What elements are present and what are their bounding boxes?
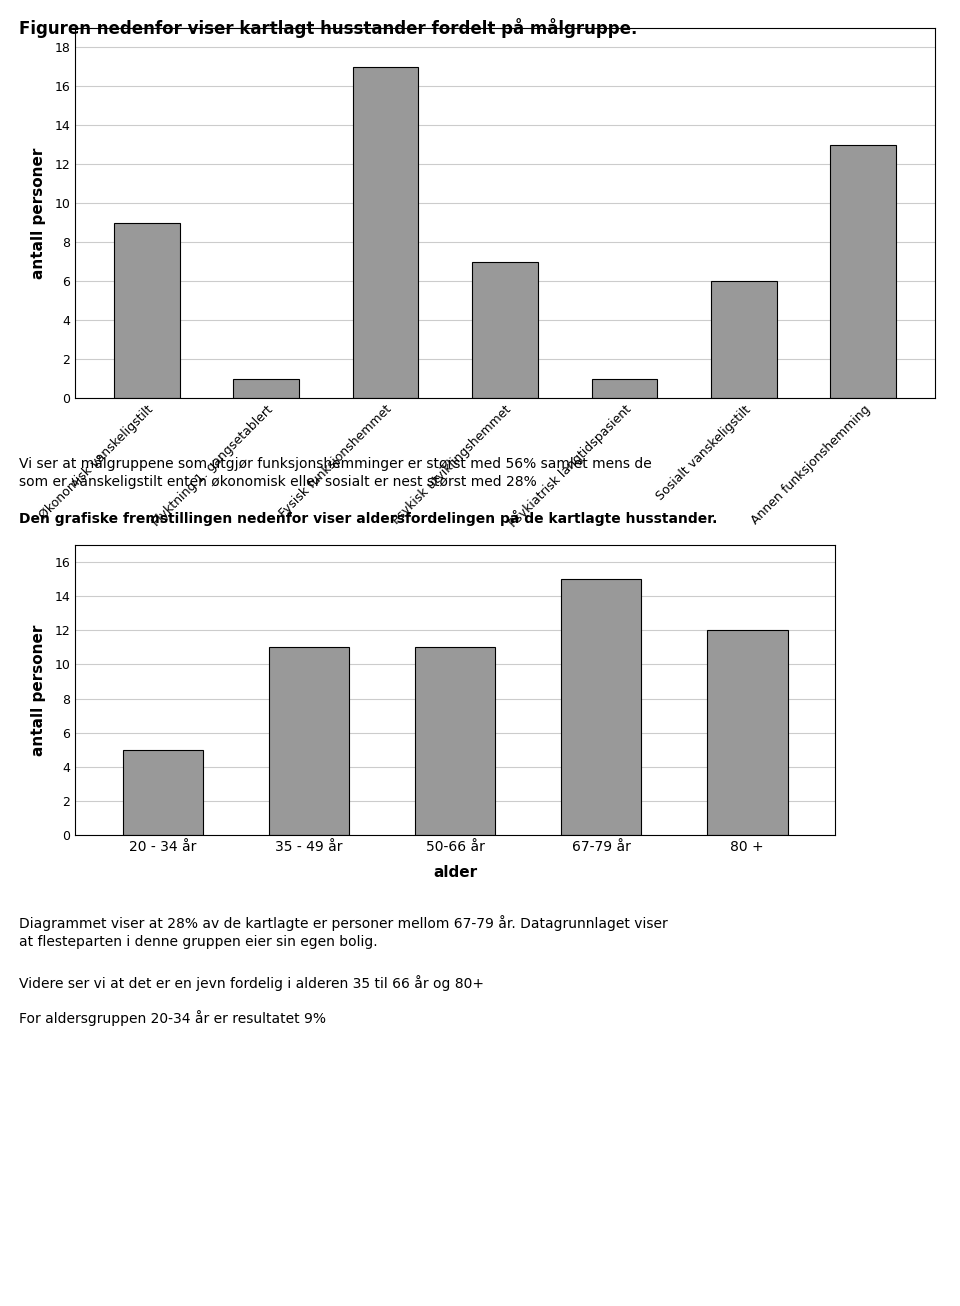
- Text: Figuren nedenfor viser kartlagt husstander fordelt på målgruppe.: Figuren nedenfor viser kartlagt husstand…: [19, 18, 637, 38]
- Bar: [591, 379, 658, 398]
- Text: Diagrammet viser at 28% av de kartlagte er personer mellom 67-79 år. Datagrunnla: Diagrammet viser at 28% av de kartlagte …: [19, 916, 668, 931]
- Y-axis label: antall personer: antall personer: [31, 624, 46, 756]
- Text: For aldersgruppen 20-34 år er resultatet 9%: For aldersgruppen 20-34 år er resultatet…: [19, 1010, 326, 1027]
- Bar: [472, 261, 538, 398]
- Bar: [415, 648, 495, 835]
- Bar: [352, 67, 419, 398]
- Text: Den grafiske fremstillingen nedenfor viser aldersfordelingen på de kartlagte hus: Den grafiske fremstillingen nedenfor vis…: [19, 511, 717, 526]
- Bar: [561, 579, 641, 835]
- Bar: [708, 631, 787, 835]
- Y-axis label: antall personer: antall personer: [31, 148, 46, 278]
- Bar: [711, 281, 777, 398]
- Text: at flesteparten i denne gruppen eier sin egen bolig.: at flesteparten i denne gruppen eier sin…: [19, 935, 378, 949]
- X-axis label: alder: alder: [433, 865, 477, 880]
- Bar: [269, 648, 349, 835]
- Text: som er vanskeligstilt enten økonomisk eller sosialt er nest størst med 28%: som er vanskeligstilt enten økonomisk el…: [19, 475, 537, 488]
- Bar: [233, 379, 299, 398]
- Bar: [123, 750, 203, 835]
- Bar: [830, 145, 897, 398]
- X-axis label: målgruppe: målgruppe: [459, 648, 551, 665]
- Text: Vi ser at målgruppene som utgjør funksjonshemminger er størst med 56% samlet men: Vi ser at målgruppene som utgjør funksjo…: [19, 454, 652, 471]
- Bar: [114, 223, 180, 398]
- Text: Videre ser vi at det er en jevn fordelig i alderen 35 til 66 år og 80+: Videre ser vi at det er en jevn fordelig…: [19, 976, 484, 991]
